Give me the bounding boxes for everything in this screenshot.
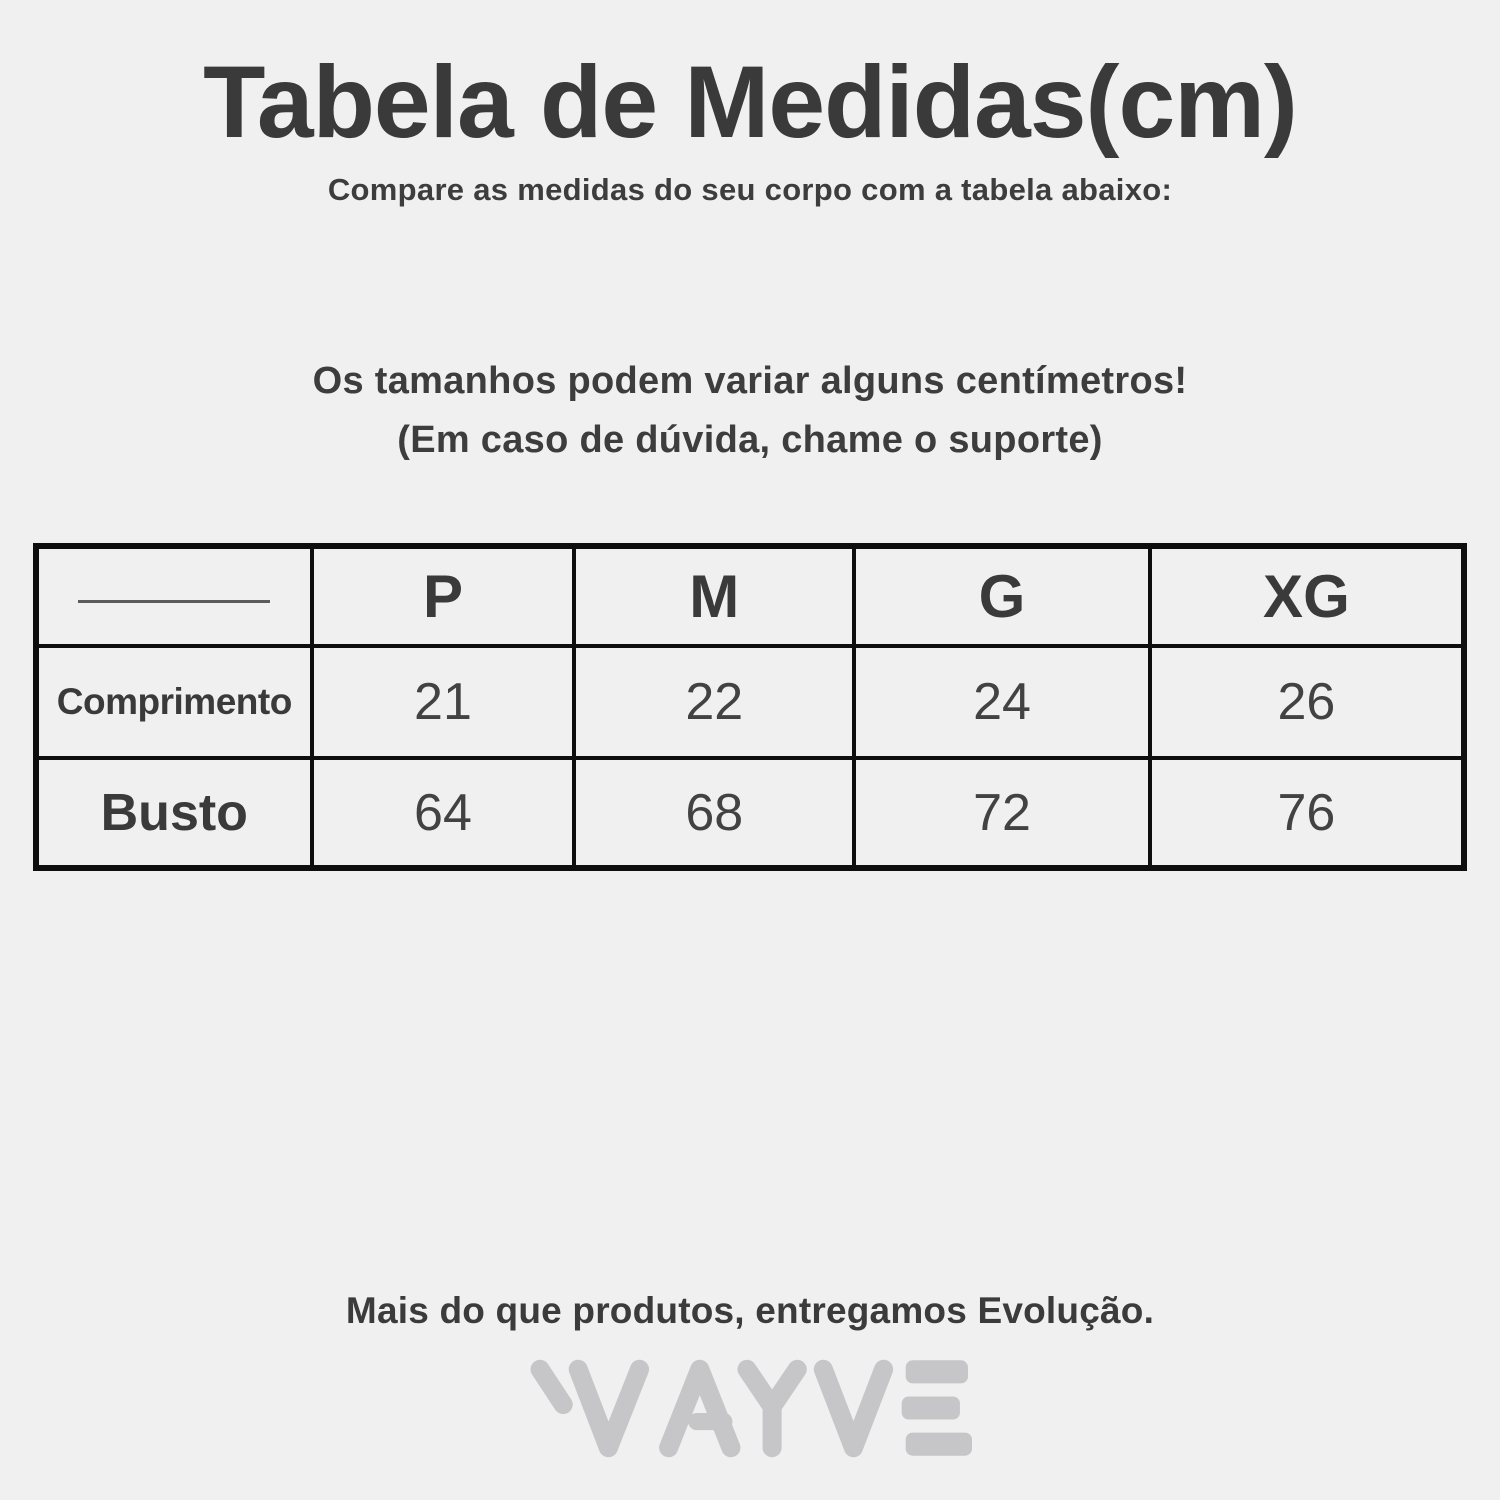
table-header-row: P M G XG [34,544,1467,648]
table-row-comprimento: Comprimento 21 22 24 26 [34,644,1467,760]
corner-cell [34,544,314,648]
logo-letter-a [659,1359,741,1458]
size-column-m: M [572,544,857,648]
cell-comprimento-xg: 26 [1147,644,1467,760]
logo-letter-w [530,1359,573,1415]
footer-tagline: Mais do que produtos, entregamos Evoluçã… [345,1290,1155,1331]
notice-line-1: Os tamanhos podem variar alguns centímet… [312,360,1188,402]
notice-line-2: (Em caso de dúvida, chame o suporte) [397,418,1103,461]
size-column-xg: XG [1147,544,1467,648]
size-column-p: P [309,544,577,648]
cell-comprimento-m: 22 [572,644,857,760]
cell-busto-p: 64 [309,756,577,870]
measurements-table: P M G XG Comprimento 21 22 24 26 Busto 6… [33,543,1467,871]
size-variation-notice: Os tamanhos podem variar alguns centímet… [0,352,1500,470]
logo-letter-v [813,1359,894,1458]
wayve-logo [530,1359,972,1458]
corner-dash [78,599,271,603]
cell-comprimento-p: 21 [309,644,577,760]
cell-busto-g: 72 [852,756,1152,870]
cell-comprimento-g: 24 [852,644,1152,760]
cell-busto-xg: 76 [1147,756,1467,870]
size-column-g: G [852,544,1152,648]
row-label-busto: Busto [34,756,314,870]
page-subtitle: Compare as medidas do seu corpo com a ta… [327,172,1173,207]
table-row-busto: Busto 64 68 72 76 [34,756,1467,870]
row-label-comprimento: Comprimento [34,644,314,760]
cell-busto-m: 68 [572,756,857,870]
page-title: Tabela de Medidas(cm) [203,45,1298,159]
logo-letter-e [901,1360,972,1456]
size-table: P M G XG Comprimento 21 22 24 26 Busto 6… [33,543,1467,871]
